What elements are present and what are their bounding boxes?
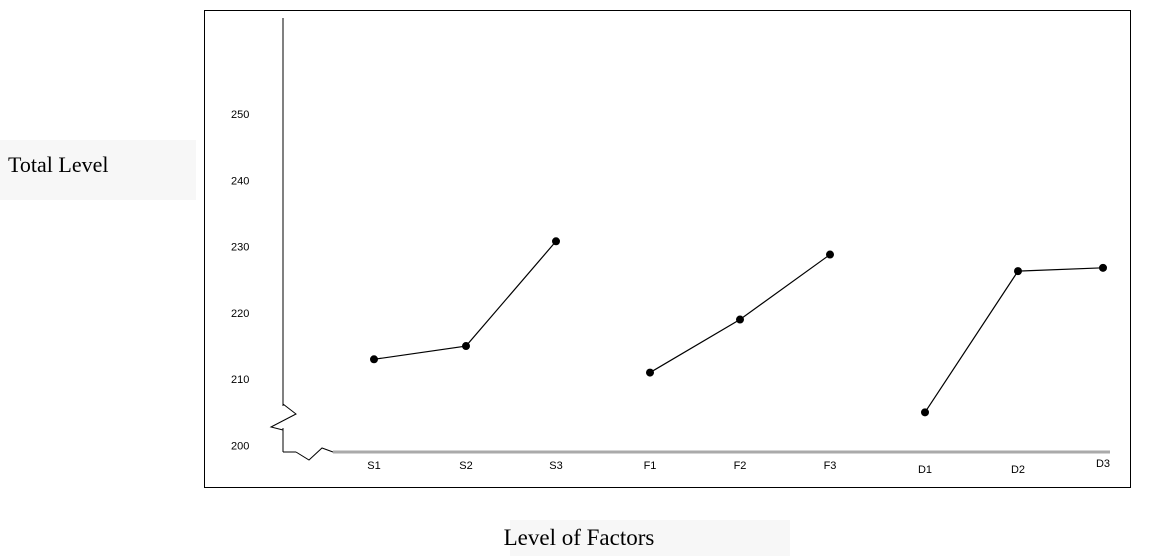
x-axis-label: Level of Factors: [503, 525, 655, 550]
series-line: [649, 254, 831, 374]
x-tick-label: D2: [1011, 464, 1025, 476]
data-point: [462, 342, 470, 351]
y-axis-label-background: [0, 140, 196, 200]
x-tick-label: D1: [918, 464, 932, 476]
y-axis-label: Total Level: [8, 152, 109, 177]
y-tick-label: 200: [231, 441, 249, 453]
chart-marks: [370, 237, 1107, 417]
chart-frame: [204, 10, 1131, 488]
data-point: [826, 250, 834, 259]
x-tick-label: S3: [549, 460, 562, 472]
data-point: [1099, 263, 1107, 272]
data-point: [370, 355, 378, 364]
data-point: [1014, 267, 1022, 276]
data-point: [552, 237, 560, 246]
y-tick-label: 240: [231, 175, 249, 187]
x-axis-label-background: [510, 520, 790, 556]
y-tick-label: 230: [231, 242, 249, 254]
y-tick-label: 250: [231, 109, 249, 121]
y-tick-label: 220: [231, 308, 249, 320]
series-line: [373, 240, 557, 360]
x-tick-label: F1: [644, 460, 657, 472]
x-tick-label: S2: [459, 460, 472, 472]
y-axis-break: [269, 403, 297, 431]
series-line: [924, 267, 1104, 413]
data-point: [921, 408, 929, 417]
data-point: [646, 368, 654, 377]
data-point: [736, 315, 744, 324]
x-tick-label: F2: [734, 460, 747, 472]
x-tick-label: S1: [367, 460, 380, 472]
x-tick-label: F3: [824, 460, 837, 472]
x-axis-break: [295, 447, 334, 461]
x-tick-label: D3: [1096, 458, 1110, 470]
line-chart: 200 210 220 230 240 250 S1 S2 S3 F1 F2 F3 D1 D2 D3: [231, 18, 1110, 476]
axes: 200 210 220 230 240 250 S1 S2 S3 F1 F2 F3 D1 D2 D3: [231, 18, 1110, 476]
y-tick-label: 210: [231, 374, 249, 386]
